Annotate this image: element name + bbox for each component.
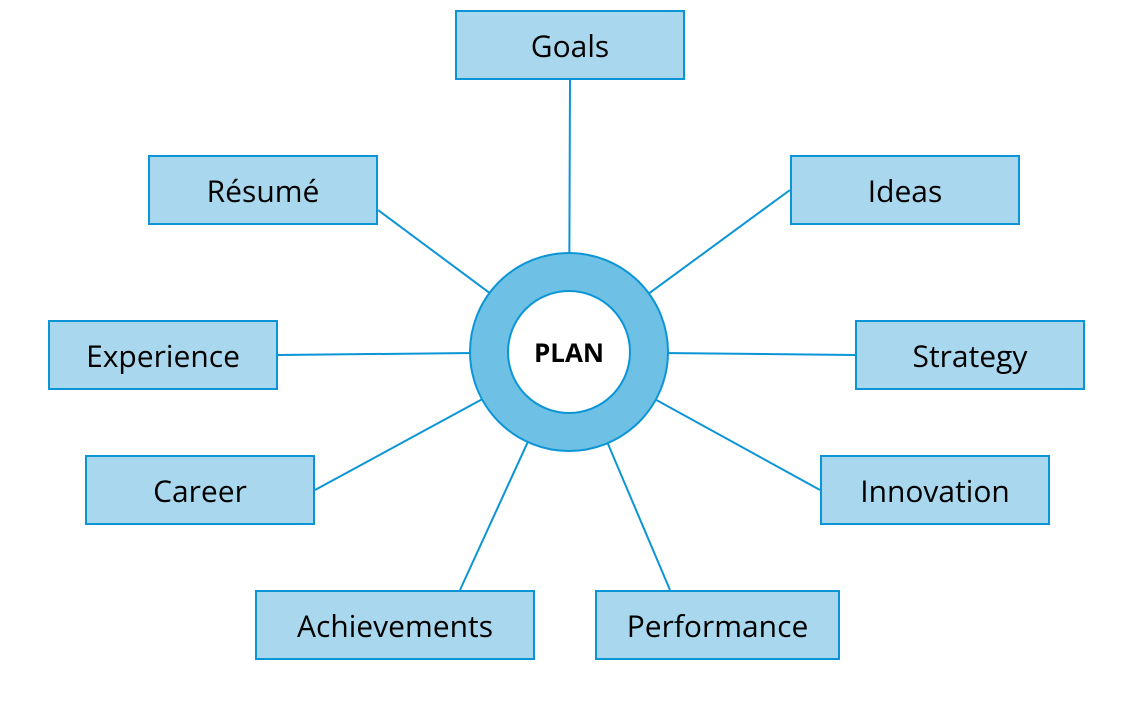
node-label-strategy: Strategy [913, 335, 1028, 376]
node-resume: Résumé [148, 155, 378, 225]
node-performance: Performance [595, 590, 840, 660]
node-label-experience: Experience [86, 335, 240, 376]
node-label-resume: Résumé [207, 170, 320, 211]
node-label-performance: Performance [627, 605, 809, 646]
node-achievements: Achievements [255, 590, 535, 660]
node-innovation: Innovation [820, 455, 1050, 525]
node-experience: Experience [48, 320, 278, 390]
node-strategy: Strategy [855, 320, 1085, 390]
center-hub-label: PLAN [534, 334, 604, 370]
node-label-innovation: Innovation [860, 470, 1010, 511]
node-label-ideas: Ideas [868, 170, 943, 211]
node-label-career: Career [153, 470, 247, 511]
node-label-achievements: Achievements [297, 605, 493, 646]
node-label-goals: Goals [531, 25, 609, 66]
node-goals: Goals [455, 10, 685, 80]
node-career: Career [85, 455, 315, 525]
center-hub-inner: PLAN [507, 290, 631, 414]
node-ideas: Ideas [790, 155, 1020, 225]
